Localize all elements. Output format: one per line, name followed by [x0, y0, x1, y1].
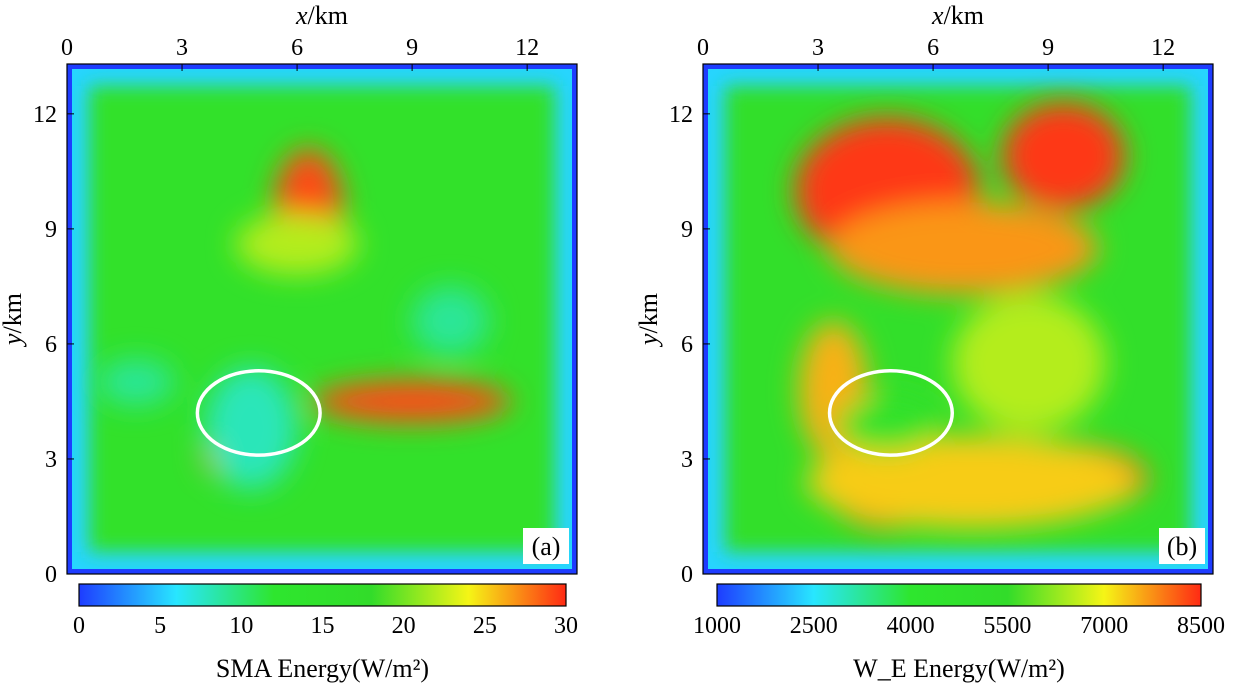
x-tick-label: 9 [406, 35, 418, 61]
y-tick-label: 3 [45, 447, 57, 473]
y-tick-label: 0 [45, 562, 57, 588]
right-red-anomaly [312, 380, 512, 423]
colorbar-tick-label: 15 [311, 613, 335, 639]
colorbar [716, 583, 1202, 607]
y-tick-label: 3 [681, 447, 693, 473]
y-tick-label: 6 [45, 332, 57, 358]
heatmap-regions [795, 102, 1148, 528]
low-zone-center-left [205, 366, 298, 490]
y-axis-label: y/km [0, 293, 27, 348]
orange-halo-upper [235, 213, 359, 275]
colorbar-tick-label: 20 [392, 613, 416, 639]
panel-a: 0 3 6 9 12 0 3 6 9 12 x/km y/km (a) 0 5 10 15 20 25 30 SMA E… [0, 1, 578, 683]
heatmap-field [67, 64, 577, 574]
y-tick-label: 6 [681, 332, 693, 358]
x-tick-label: 9 [1042, 35, 1054, 61]
colorbar-tick-label: 2500 [790, 613, 838, 639]
colorbar-tick-label: 30 [554, 613, 578, 639]
y-axis-label: y/km [634, 293, 663, 348]
colorbar-tick-label: 4000 [887, 613, 935, 639]
x-tick-label: 12 [515, 35, 539, 61]
x-axis-label: x/km [931, 1, 984, 30]
lower-band-orange [806, 435, 1137, 528]
x-tick-label: 6 [291, 35, 303, 61]
low-zone-right-mid [412, 286, 489, 356]
colorbar-tick-label: 10 [229, 613, 253, 639]
y-tick-label: 9 [681, 217, 693, 243]
x-tick-label: 3 [176, 35, 188, 61]
colorbar-tick-label: 1000 [693, 613, 741, 639]
x-tick-label: 0 [697, 35, 709, 61]
panel-label: (b) [1167, 532, 1197, 561]
colorbar-label: W_E Energy(W/m²) [853, 654, 1065, 683]
colorbar-tick-label: 8500 [1177, 613, 1225, 639]
y-tick-label: 12 [669, 102, 693, 128]
colorbar-tick-label: 5500 [983, 613, 1031, 639]
low-zone-left-mid [97, 359, 175, 406]
highlight-ellipse [195, 369, 322, 457]
x-tick-label: 6 [927, 35, 939, 61]
y-tick-label: 12 [33, 102, 57, 128]
y-tick-label: 9 [45, 217, 57, 243]
colorbar-tick-label: 0 [73, 613, 85, 639]
colorbar [78, 583, 567, 607]
x-tick-label: 12 [1151, 35, 1175, 61]
y-tick-label: 0 [681, 562, 693, 588]
x-tick-label: 3 [812, 35, 824, 61]
heatmap-field [703, 64, 1213, 574]
low-green-pocket [837, 397, 937, 452]
panel-label-box [523, 528, 569, 564]
panel-b: 0 3 6 9 12 0 3 6 9 12 x/km y/km (b) 1000 2500 4000 5500 7… [634, 1, 1225, 683]
x-tick-label: 0 [61, 35, 73, 61]
plot-frame [702, 63, 1214, 575]
panel-label-box [1159, 528, 1205, 564]
upper-right-red-lobe [1002, 102, 1125, 210]
colorbar-tick-label: 5 [154, 613, 166, 639]
colorbar-label: SMA Energy(W/m²) [216, 654, 429, 683]
mid-orange-band [829, 202, 1098, 295]
plot-frame [66, 63, 578, 575]
panel-label: (a) [532, 532, 561, 561]
center-yellow-zone [952, 294, 1106, 433]
heatmap-regions [97, 148, 512, 490]
colorbar-tick-label: 7000 [1080, 613, 1128, 639]
colorbar-tick-label: 25 [473, 613, 497, 639]
highlight-ellipse [827, 369, 954, 457]
x-axis-label: x/km [295, 1, 348, 30]
